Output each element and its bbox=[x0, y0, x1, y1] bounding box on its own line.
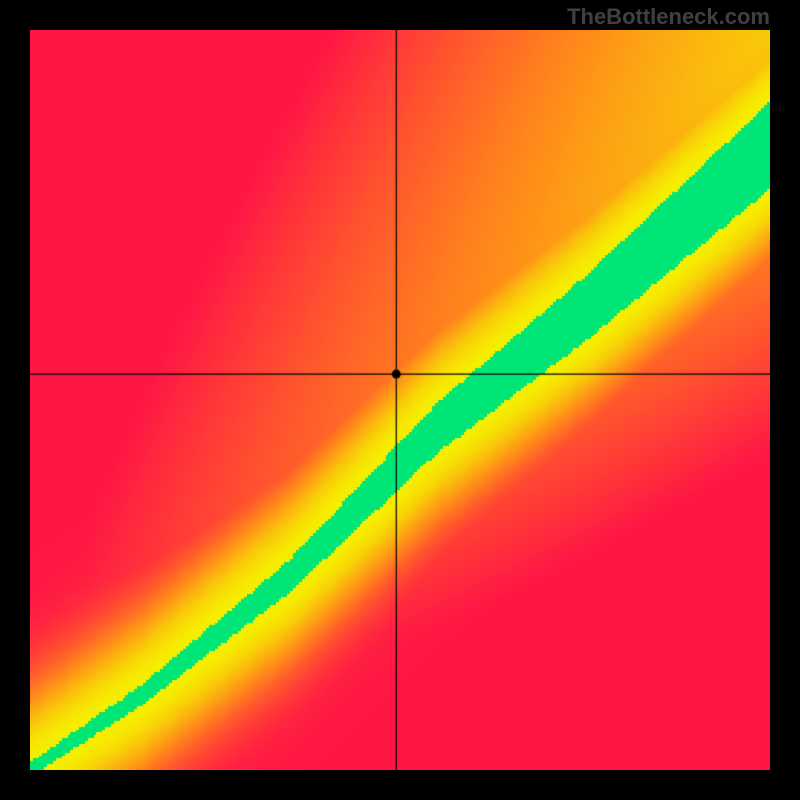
watermark-text: TheBottleneck.com bbox=[567, 4, 770, 30]
chart-container: TheBottleneck.com bbox=[0, 0, 800, 800]
bottleneck-heatmap bbox=[30, 30, 770, 770]
